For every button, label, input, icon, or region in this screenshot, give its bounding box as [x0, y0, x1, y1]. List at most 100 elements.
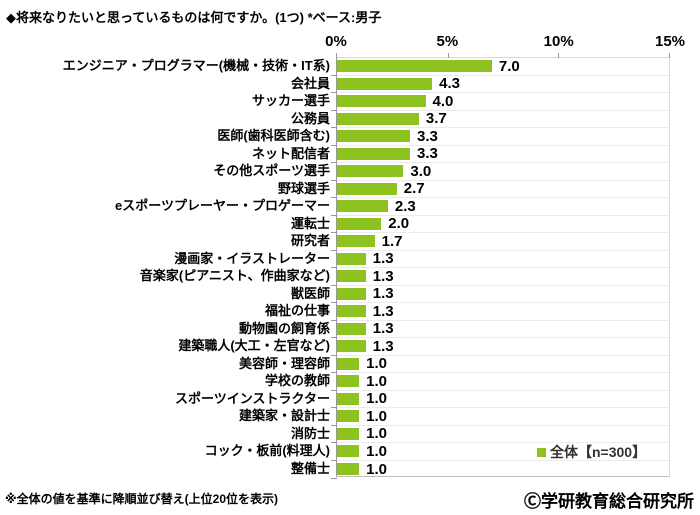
tick-mark: [669, 53, 670, 58]
bar-row: 3.3: [331, 127, 669, 146]
bar-value-label: 1.0: [366, 407, 387, 425]
category-label: 学校の教師: [264, 373, 330, 388]
bar-row: 1.0: [331, 355, 669, 373]
bar: [337, 340, 366, 353]
bar: [337, 410, 360, 423]
category-label: 医師(歯科医師含む): [217, 128, 330, 143]
category-label: 動物園の飼育係: [238, 320, 330, 336]
bar-value-label: 1.0: [366, 425, 387, 443]
x-axis-tick-label: 15%: [654, 33, 686, 50]
bar-value-label: 2.3: [394, 197, 416, 215]
bar-row: 1.0: [331, 425, 669, 443]
x-axis-tick-label: 10%: [543, 33, 574, 50]
legend: 全体【n=300】: [537, 442, 646, 462]
category-label: eスポーツプレーヤー・プロゲーマー: [115, 198, 330, 213]
bar: [337, 95, 426, 108]
bar: [337, 270, 366, 283]
bar: [337, 427, 360, 440]
bar: [337, 287, 366, 300]
chart-title: ◆将来なりたいと思っているものは何ですか。(1つ) *ベース:男子: [6, 10, 382, 25]
bar: [337, 77, 433, 90]
bar-value-label: 1.0: [366, 390, 387, 408]
category-label: エンジニア・プログラマー(機械・技術・IT系): [62, 58, 330, 73]
bar-row: 2.7: [331, 181, 669, 198]
category-label: 福祉の仕事: [264, 303, 330, 318]
copyright: Ⓒ学研教育総合研究所: [524, 492, 694, 511]
category-label: その他スポーツ選手: [213, 163, 330, 178]
bar-row: 4.3: [331, 75, 669, 93]
bar: [337, 252, 366, 265]
plot-area: 7.0 4.3 4.0 3.7 3.3 3.3 3.0 2.7 2.3 2.0 1.7 1.3 1.3 1…: [331, 53, 670, 479]
category-label: 野球選手: [277, 180, 330, 196]
bar-row: 4.0: [331, 92, 669, 111]
bar-row: 1.0: [331, 460, 669, 479]
bar: [337, 130, 411, 143]
plot-rows: 7.0 4.3 4.0 3.7 3.3 3.3 3.0 2.7 2.3 2.0 1.7 1.3 1.3 1…: [331, 57, 669, 479]
bar: [337, 147, 411, 160]
tick-mark: [336, 53, 337, 58]
bar-value-label: 4.3: [439, 75, 461, 93]
bar-value-label: 1.3: [372, 302, 394, 320]
bar-value-label: 3.3: [417, 145, 438, 163]
bar: [337, 60, 492, 73]
bar-row: 7.0: [331, 57, 669, 76]
bar-value-label: 1.0: [366, 442, 387, 460]
bar-row: 1.3: [331, 267, 669, 286]
bar-row: 1.7: [331, 232, 669, 251]
bar-row: 3.7: [331, 110, 669, 128]
tick-mark: [558, 53, 560, 58]
bar: [337, 463, 360, 476]
bar: [337, 357, 360, 370]
category-label: 建築家・設計士: [238, 408, 330, 423]
category-label: 獣医師: [290, 285, 330, 301]
bar-value-label: 1.0: [366, 460, 387, 478]
category-label: 整備士: [290, 460, 330, 476]
category-label: 会社員: [290, 75, 330, 91]
legend-label: 全体【n=300】: [550, 444, 647, 460]
bar-value-label: 1.3: [372, 320, 394, 338]
bar: [337, 235, 375, 248]
bar-row: 2.3: [331, 197, 669, 216]
bar-value-label: 4.0: [432, 92, 454, 110]
bar-row: 3.0: [331, 163, 669, 181]
bar-value-label: 1.0: [366, 355, 387, 373]
x-axis: 0% 5% 10% 15%: [325, 33, 685, 53]
category-label: 運転士: [290, 215, 330, 231]
category-label: 漫画家・イラストレーター: [174, 250, 330, 266]
category-label: 建築職人(大工・左官など): [178, 338, 330, 353]
footnote: ※全体の値を基準に降順並び替え(上位20位を表示): [5, 492, 279, 506]
bar-value-label: 1.3: [372, 250, 394, 268]
category-label: 公務員: [290, 110, 330, 126]
bar: [337, 200, 388, 213]
bar-value-label: 1.0: [366, 372, 387, 390]
bar-value-label: 3.3: [417, 127, 438, 145]
category-label: 美容師・理容師: [238, 355, 330, 371]
bar-value-label: 3.7: [425, 110, 447, 128]
bar-value-label: 1.3: [372, 337, 394, 355]
category-label: 研究者: [290, 233, 330, 248]
bar-row: 1.3: [331, 286, 669, 303]
legend-marker-icon: [537, 447, 546, 457]
x-axis-tick-label: 5%: [436, 33, 459, 50]
x-axis-tick-label: 0%: [325, 33, 347, 50]
bar: [337, 165, 404, 178]
bar: [337, 322, 366, 335]
bar-value-label: 1.3: [372, 267, 394, 285]
category-labels: エンジニア・プログラマー(機械・技術・IT系) 会社員 サッカー選手 公務員 医師(歯科…: [0, 57, 330, 477]
bar-row: 2.0: [331, 216, 669, 233]
bar-value-label: 7.0: [498, 57, 520, 75]
bar-value-label: 1.7: [381, 232, 403, 250]
bar: [337, 375, 360, 388]
category-label: 消防士: [290, 425, 330, 441]
bar-row: 1.3: [331, 250, 669, 268]
bar: [337, 182, 397, 195]
category-label: スポーツインストラクター: [175, 390, 330, 406]
category-label: 音楽家(ピアニスト、作曲家など): [139, 268, 330, 283]
bar-row: 1.3: [331, 302, 669, 321]
bar: [337, 445, 360, 458]
tick-mark: [447, 53, 449, 58]
bar-row: 1.3: [331, 337, 669, 356]
bar-row: 1.0: [331, 372, 669, 391]
bar-row: 1.0: [331, 407, 669, 426]
